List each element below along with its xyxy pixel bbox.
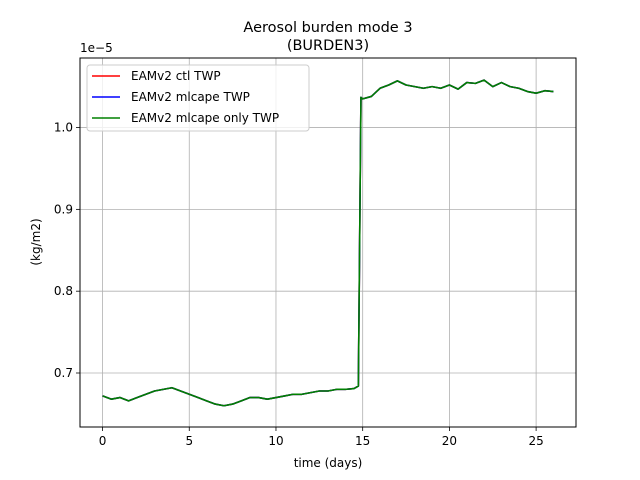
legend-label-2: EAMv2 mlcape only TWP [131, 111, 279, 125]
y-tick-label: 0.8 [54, 284, 73, 298]
plot-frame [79, 57, 577, 428]
y-offset-label: 1e−5 [80, 41, 113, 55]
y-axis: 0.7 0.8 0.9 1.0 [54, 121, 80, 380]
y-tick-label: 1.0 [54, 121, 73, 135]
series-layer [102, 79, 554, 407]
x-tick-label: 5 [185, 434, 193, 448]
x-tick-label: 0 [99, 434, 107, 448]
y-axis-label: (kg/m2) [29, 218, 43, 265]
y-tick-label: 0.9 [54, 202, 73, 216]
x-tick-label: 20 [442, 434, 457, 448]
legend: EAMv2 ctl TWP EAMv2 mlcape TWP EAMv2 mlcap… [86, 64, 310, 132]
x-tick-label: 15 [355, 434, 370, 448]
chart-subtitle: (BURDEN3) [287, 38, 369, 54]
x-axis: 0 5 10 15 20 25 [99, 427, 544, 448]
series-line-2 [102, 79, 554, 407]
legend-label-0: EAMv2 ctl TWP [131, 69, 221, 83]
legend-box [86, 64, 310, 132]
chart-title: Aerosol burden mode 3 [243, 20, 412, 36]
x-tick-label: 25 [528, 434, 543, 448]
x-tick-label: 10 [268, 434, 283, 448]
legend-label-1: EAMv2 mlcape TWP [131, 90, 250, 104]
x-axis-label: time (days) [294, 456, 363, 470]
y-tick-label: 0.7 [54, 366, 73, 380]
